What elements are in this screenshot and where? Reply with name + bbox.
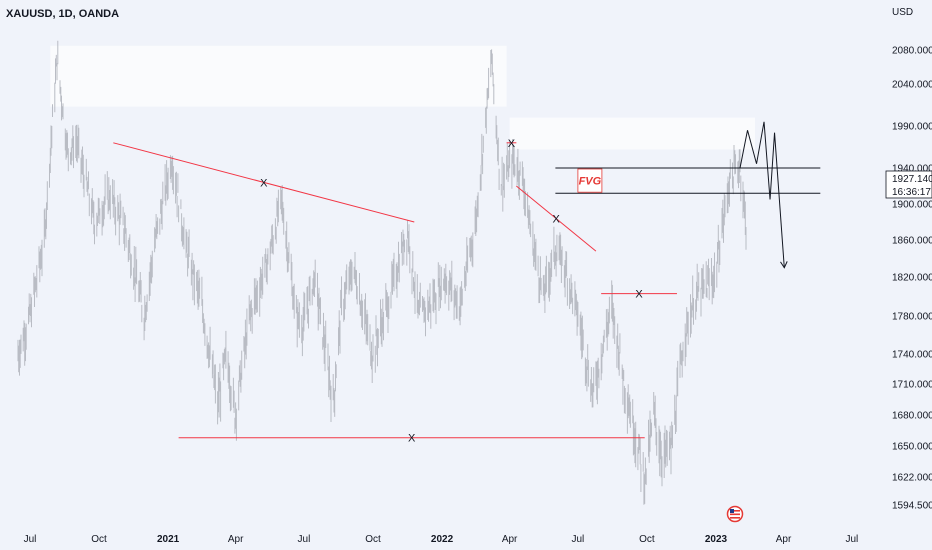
time-ticks: Jul Oct 2021 Apr Jul Oct 2022 Apr Jul Oct 2023 Apr J…	[24, 534, 859, 545]
supply-zones	[50, 45, 756, 150]
time-tick-label: Oct	[365, 534, 381, 545]
time-tick-label: Jul	[24, 534, 37, 545]
countdown-timer: 16:36:17	[892, 187, 931, 198]
current-price-tag: 1927.140 16:36:17	[885, 170, 932, 199]
x-mark: X	[552, 214, 560, 226]
current-price-value: 1927.140	[892, 174, 932, 185]
fvg-label-box	[577, 168, 603, 193]
time-tick-label: Apr	[776, 534, 792, 545]
time-tick-label: Jul	[298, 534, 311, 545]
price-axis[interactable]: USD 2080.000 2040.000 1990.000 1940.000 1900…	[885, 0, 932, 550]
price-tick-label: 1860.000	[892, 236, 932, 247]
time-tick-label: 2022	[431, 534, 454, 545]
price-tick-label: 1622.000	[892, 473, 932, 484]
price-ticks: 2080.000 2040.000 1990.000 1940.000 1900.000…	[892, 46, 932, 512]
price-axis-background	[886, 0, 932, 550]
time-tick-label: 2021	[157, 534, 180, 545]
us-flag-event-icon[interactable]	[726, 505, 744, 523]
time-axis[interactable]: Jul Oct 2021 Apr Jul Oct 2022 Apr Jul Oct 2023 Apr J…	[0, 527, 932, 550]
time-tick-label: Jul	[572, 534, 585, 545]
symbol-title[interactable]: XAUUSD, 1D, OANDA	[6, 8, 119, 20]
projection-path[interactable]	[739, 121, 785, 268]
time-tick-label: Apr	[228, 534, 244, 545]
price-bars-path	[17, 40, 747, 505]
price-tick-label: 1650.000	[892, 442, 932, 453]
time-tick-label: 2023	[705, 534, 728, 545]
price-tick-label: 2080.000	[892, 46, 932, 57]
price-tick-label: 1780.000	[892, 312, 932, 323]
projection-arrowhead	[780, 261, 788, 269]
trendline[interactable]	[516, 185, 597, 252]
x-mark: X	[635, 289, 643, 301]
x-mark: X	[260, 177, 268, 189]
time-tick-label: Jul	[845, 534, 858, 545]
price-tick-label: 1680.000	[892, 411, 932, 422]
price-tick-label: 1710.000	[892, 380, 932, 391]
price-tick-label: 2040.000	[892, 80, 932, 91]
fvg-label: FVG	[579, 176, 602, 188]
trendline[interactable]	[113, 142, 415, 223]
price-tick-label: 1900.000	[892, 200, 932, 211]
time-axis-background	[0, 527, 932, 550]
time-tick-label: Oct	[91, 534, 107, 545]
supply-zone[interactable]	[50, 45, 507, 107]
time-tick-label: Oct	[639, 534, 655, 545]
price-tick-label: 1820.000	[892, 273, 932, 284]
price-tick-label: 1990.000	[892, 122, 932, 133]
price-bars	[17, 40, 747, 505]
time-tick-label: Apr	[502, 534, 518, 545]
x-mark: X	[408, 433, 416, 445]
price-tick-label: 1740.000	[892, 350, 932, 361]
x-mark: X	[508, 138, 516, 150]
drawing-layer[interactable]: X X X X X FVG	[113, 121, 821, 445]
price-axis-currency: USD	[892, 7, 913, 18]
price-tick-label: 1594.500	[892, 501, 932, 512]
price-tick-label: 1940.000	[892, 164, 932, 175]
supply-zone[interactable]	[509, 117, 756, 150]
